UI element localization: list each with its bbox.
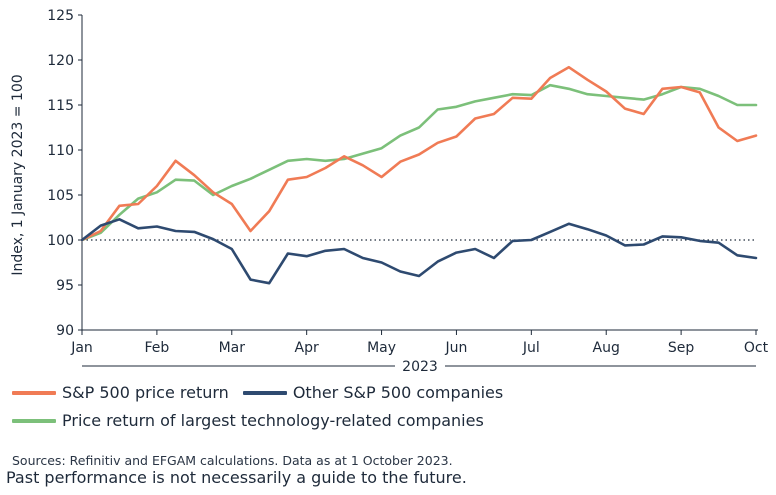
legend-swatch-other xyxy=(242,390,287,395)
y-tick-label: 90 xyxy=(56,323,74,339)
y-tick-label: 110 xyxy=(47,143,74,159)
y-tick-label: 120 xyxy=(47,53,74,69)
x-tick-label-feb: Feb xyxy=(144,340,169,356)
x-tick-label-mar: Mar xyxy=(219,340,246,356)
y-tick-label: 105 xyxy=(47,188,74,204)
series-line-1 xyxy=(80,218,758,285)
legend-row-2: Price return of largest technology-relat… xyxy=(12,411,484,430)
x-tick-label-aug: Aug xyxy=(593,340,620,356)
line-chart: 90 95 100 105 110 115 120 125 Jan Feb Mar Apr May Ju… xyxy=(10,8,769,375)
legend-label-sp500: S&P 500 price return xyxy=(62,383,229,402)
x-tick-label-sep: Sep xyxy=(668,340,695,356)
y-tick-label: 125 xyxy=(47,8,74,24)
legend-row-1: S&P 500 price return Other S&P 500 compa… xyxy=(12,383,503,402)
series-line-0 xyxy=(80,65,758,242)
disclaimer-text: Past performance is not necessarily a gu… xyxy=(6,468,467,487)
y-tick-label: 115 xyxy=(47,98,74,114)
x-tick-labels: Jan Feb Mar Apr May Jun Jul Aug Sep Oct xyxy=(70,330,769,356)
y-tick-labels: 90 95 100 105 110 115 120 125 xyxy=(47,8,82,339)
legend-swatch-sp500 xyxy=(12,390,56,395)
sources-note: Sources: Refinitiv and EFGAM calculation… xyxy=(12,453,453,468)
legend-label-tech: Price return of largest technology-relat… xyxy=(62,411,484,430)
x-tick-label-oct: Oct xyxy=(744,340,769,356)
x-tick-label-may: May xyxy=(367,340,396,356)
x-tick-label-jun: Jun xyxy=(445,340,468,356)
x-axis-title: 2023 xyxy=(402,359,438,375)
x-tick-label-jan: Jan xyxy=(70,340,93,356)
x-tick-label-apr: Apr xyxy=(295,340,319,356)
y-tick-label: 95 xyxy=(56,278,74,294)
legend-label-other: Other S&P 500 companies xyxy=(292,383,504,402)
x-tick-label-jul: Jul xyxy=(522,340,540,356)
series-lines xyxy=(80,65,758,285)
axes xyxy=(81,15,758,331)
series-line-2 xyxy=(80,83,758,242)
y-axis-title: Index, 1 January 2023 = 100 xyxy=(10,74,26,275)
y-tick-label: 100 xyxy=(47,233,74,249)
legend-swatch-tech xyxy=(12,418,56,423)
